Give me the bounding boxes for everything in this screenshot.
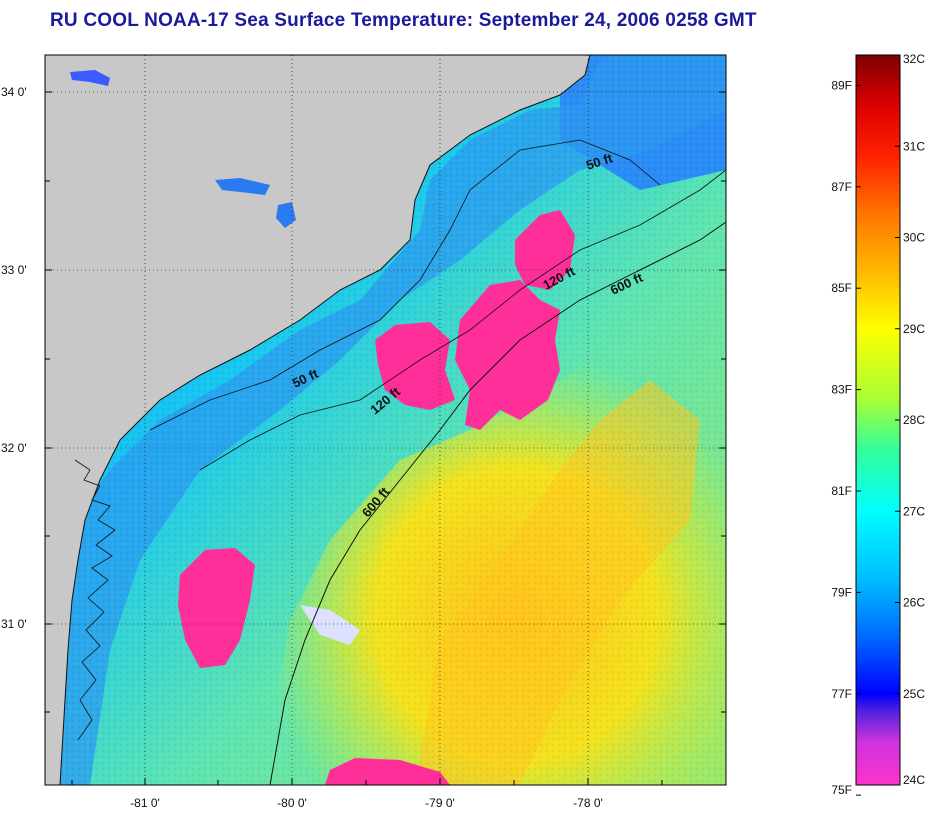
colorbar-fahrenheit-label: 81F (831, 484, 852, 498)
lake (70, 70, 110, 86)
cloud-patch (325, 758, 450, 785)
colorbar: 32C 31C 30C 29C 28C 27C 26C 25C 24C 89F 87F 85F 83F… (831, 52, 925, 797)
lon-label: -81 0' (130, 796, 160, 810)
estuary-lines (74, 459, 116, 741)
colorbar-celsius-label: 26C (903, 596, 925, 610)
colorbar-celsius-label: 27C (903, 504, 925, 518)
colorbar-fahrenheit-label: 77F (831, 687, 852, 701)
map-panel (45, 55, 726, 785)
colorbar-fahrenheit-label: 75F (831, 783, 852, 797)
land-area (45, 55, 590, 785)
colorbar-celsius-label: 32C (903, 52, 925, 66)
lat-label: 31 0' (1, 617, 27, 631)
cloud-patch (455, 280, 560, 430)
colorbar-fahrenheit-label: 87F (831, 180, 852, 194)
lon-label: -79 0' (425, 796, 455, 810)
cloud-patch (178, 548, 255, 668)
cloud-patch (375, 322, 455, 410)
map-frame (44, 54, 727, 786)
colorbar-gradient (855, 54, 901, 786)
depth-contour-120ft (199, 169, 726, 471)
colorbar-fahrenheit-label: 79F (831, 585, 852, 599)
lat-label: 33 0' (1, 263, 27, 277)
coastline (59, 55, 591, 785)
map-ticks (45, 91, 726, 785)
colorbar-fahrenheit-label: 89F (831, 78, 852, 92)
colorbar-fahrenheit-labels: 89F 87F 85F 83F 81F 79F 77F 75F (831, 78, 852, 797)
colorbar-celsius-label: 29C (903, 322, 925, 336)
lake (215, 178, 270, 195)
lon-label: -80 0' (277, 796, 307, 810)
colorbar-fahrenheit-label: 83F (831, 383, 852, 397)
lon-label: -78 0' (573, 796, 603, 810)
colorbar-celsius-label: 24C (903, 773, 925, 787)
colorbar-celsius-label: 28C (903, 413, 925, 427)
map-title: RU COOL NOAA-17 Sea Surface Temperature:… (50, 10, 757, 31)
colorbar-celsius-label: 31C (903, 139, 925, 153)
colorbar-fahrenheit-label: 85F (831, 281, 852, 295)
lat-label: 34 0' (1, 85, 27, 99)
lake (276, 202, 296, 228)
colorbar-ticks (856, 54, 900, 796)
depth-contour-600ft (269, 221, 726, 785)
lat-label: 32 0' (1, 441, 27, 455)
colorbar-celsius-label: 25C (903, 687, 925, 701)
colorbar-celsius-label: 30C (903, 231, 925, 245)
map-gridlines (45, 55, 726, 785)
colorbar-celsius-labels: 32C 31C 30C 29C 28C 27C 26C 25C 24C (903, 52, 925, 787)
